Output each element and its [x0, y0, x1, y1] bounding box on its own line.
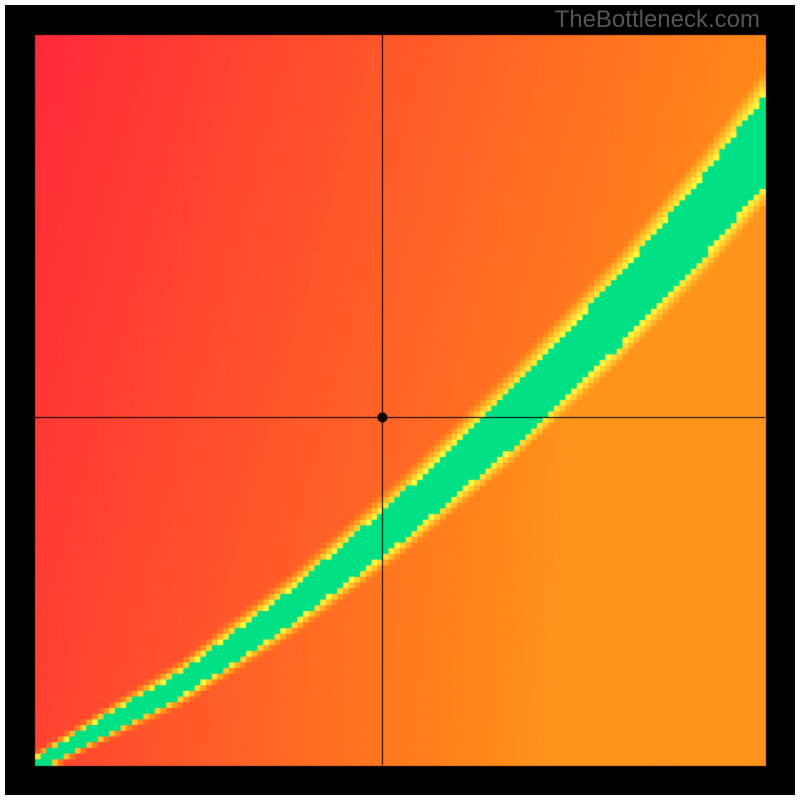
chart-container: { "watermark": { "text": "TheBottleneck.… — [0, 0, 800, 800]
bottleneck-heatmap — [5, 5, 795, 795]
watermark-text: TheBottleneck.com — [555, 6, 760, 34]
